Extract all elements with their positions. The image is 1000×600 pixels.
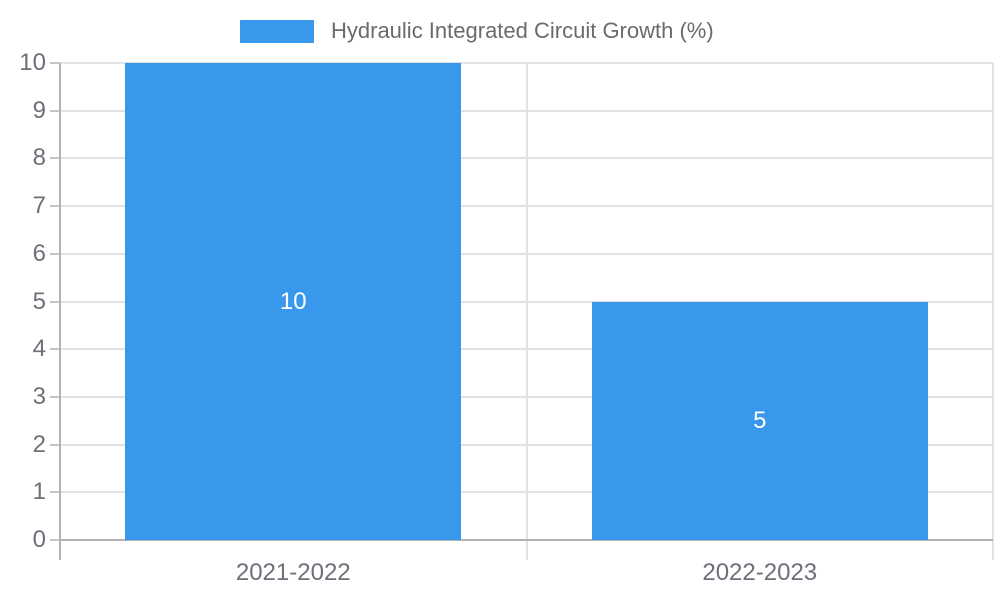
bar-value-label: 10 bbox=[279, 287, 307, 315]
bar-2022-2023[interactable] bbox=[591, 301, 928, 540]
y-axis-tick bbox=[50, 539, 60, 541]
y-axis-tick bbox=[50, 443, 60, 446]
y-axis-label: 4 bbox=[32, 335, 46, 363]
y-axis-tick bbox=[50, 109, 60, 112]
x-axis-tick bbox=[992, 540, 994, 560]
y-axis-label: 3 bbox=[32, 382, 46, 410]
y-axis-label: 8 bbox=[32, 144, 46, 172]
y-axis-label: 5 bbox=[32, 287, 46, 315]
bar-value-label: 5 bbox=[753, 406, 767, 434]
y-axis-tick bbox=[50, 62, 60, 64]
y-axis-tick bbox=[50, 300, 60, 303]
x-axis-label: 2022-2023 bbox=[702, 559, 818, 586]
y-axis-tick bbox=[50, 157, 60, 160]
category-boundary-line bbox=[992, 63, 994, 540]
legend-item[interactable]: Hydraulic Integrated Circuit Growth (%) bbox=[240, 19, 714, 43]
x-axis-label: 2021-2022 bbox=[235, 559, 351, 586]
category-boundary-line bbox=[525, 63, 528, 540]
y-axis-tick bbox=[50, 205, 60, 208]
y-axis-label: 10 bbox=[19, 49, 46, 76]
x-axis-tick bbox=[525, 540, 528, 560]
x-axis-line bbox=[60, 539, 993, 541]
y-axis-tick bbox=[50, 252, 60, 255]
y-axis-label: 7 bbox=[32, 192, 46, 220]
y-axis-label: 1 bbox=[32, 478, 46, 506]
bar-2021-2022[interactable] bbox=[125, 63, 462, 540]
y-axis-label: 2 bbox=[32, 430, 46, 458]
y-axis-label: 9 bbox=[32, 96, 46, 124]
y-axis-tick bbox=[50, 348, 60, 351]
y-axis-label: 0 bbox=[32, 526, 46, 553]
y-axis-tick bbox=[50, 491, 60, 494]
y-axis-line bbox=[59, 63, 61, 560]
legend-label: Hydraulic Integrated Circuit Growth (%) bbox=[331, 18, 714, 43]
y-axis-tick bbox=[50, 395, 60, 398]
legend-swatch-icon bbox=[240, 19, 314, 43]
y-axis-label: 6 bbox=[32, 239, 46, 267]
